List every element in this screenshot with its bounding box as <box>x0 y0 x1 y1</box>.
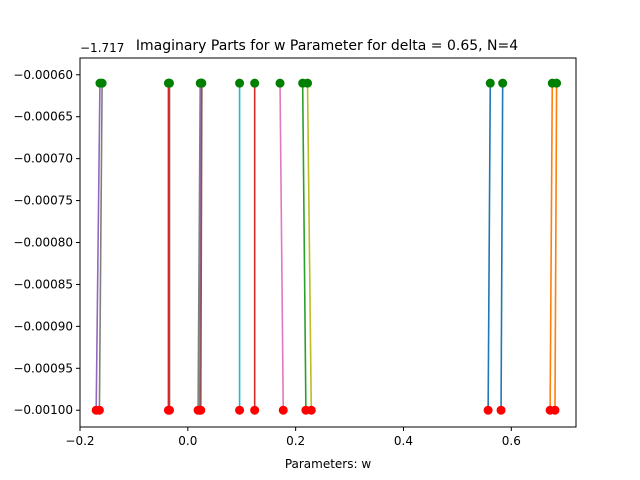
start-point-marker <box>483 405 493 415</box>
end-point-marker <box>275 78 285 88</box>
y-offset-label: −1.717 <box>80 41 124 55</box>
x-axis-label: Parameters: w <box>285 457 372 471</box>
y-tick-label: −0.00090 <box>13 319 73 333</box>
y-tick-label: −0.00100 <box>13 403 73 417</box>
start-point-marker <box>306 405 316 415</box>
start-point-marker <box>278 405 288 415</box>
end-point-marker <box>498 78 508 88</box>
start-point-marker <box>496 405 506 415</box>
y-axis: −0.00060 −0.00065 −0.00070 −0.00075 −0.00080… <box>13 68 80 417</box>
end-point-marker <box>163 78 173 88</box>
series-line <box>301 83 307 411</box>
start-point-marker <box>163 405 173 415</box>
series-line <box>554 83 558 411</box>
end-point-marker <box>552 78 562 88</box>
end-point-marker <box>97 78 107 88</box>
series-line <box>549 83 554 411</box>
y-tick-label: −0.00080 <box>13 236 73 250</box>
start-point-marker <box>550 405 560 415</box>
chart-title: Imaginary Parts for w Parameter for delt… <box>136 38 518 54</box>
x-tick-label: 0.0 <box>178 434 197 448</box>
end-point-marker <box>485 78 495 88</box>
y-tick-label: −0.00085 <box>13 277 73 291</box>
end-point-marker <box>197 78 207 88</box>
series-line <box>95 83 101 411</box>
plot-area <box>91 78 562 415</box>
y-tick-label: −0.00095 <box>13 361 73 375</box>
y-tick-label: −0.00075 <box>13 194 73 208</box>
start-point-marker <box>94 405 104 415</box>
end-point-marker <box>235 78 245 88</box>
x-tick-label: 0.2 <box>286 434 305 448</box>
series-line <box>98 83 103 411</box>
series-line <box>199 83 203 411</box>
start-point-marker <box>196 405 206 415</box>
x-tick-label: −0.2 <box>65 434 94 448</box>
series-line <box>306 83 313 411</box>
x-tick-label: 0.6 <box>502 434 521 448</box>
y-tick-label: −0.00070 <box>13 152 73 166</box>
series-line <box>487 83 492 411</box>
end-point-marker <box>250 78 260 88</box>
end-point-marker <box>303 78 313 88</box>
series-line <box>500 83 504 411</box>
y-tick-label: −0.00060 <box>13 68 73 82</box>
x-axis: −0.2 0.0 0.2 0.4 0.6 <box>65 427 521 448</box>
y-tick-label: −0.00065 <box>13 110 73 124</box>
start-point-marker <box>250 405 260 415</box>
series-line <box>197 83 202 411</box>
series-line <box>279 83 285 411</box>
start-point-marker <box>235 405 245 415</box>
x-tick-label: 0.4 <box>394 434 413 448</box>
